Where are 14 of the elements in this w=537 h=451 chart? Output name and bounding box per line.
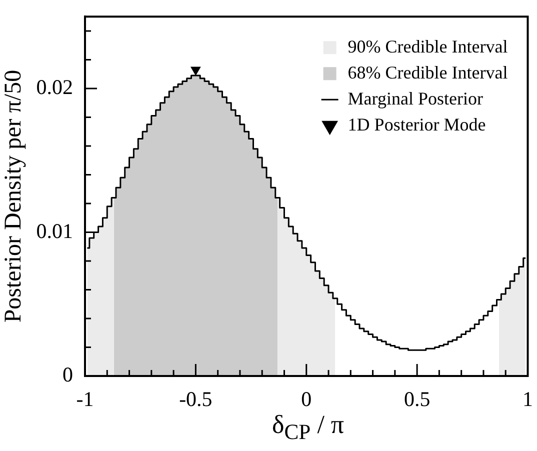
legend-label: 1D Posterior Mode — [348, 114, 486, 134]
x-axis-title: δ$_{CP}$ / π — [270, 410, 346, 446]
x-tick-label: 0 — [301, 387, 312, 412]
legend-label: 68% Credible Interval — [348, 62, 508, 82]
y-tick-label: 0.02 — [36, 74, 73, 99]
y-tick-label: 0.01 — [36, 218, 73, 243]
x-tick-label: 1 — [522, 387, 533, 412]
x-tick-label: -1 — [76, 387, 94, 412]
x-tick-label: -0.5 — [179, 387, 212, 412]
y-tick-label: 0 — [62, 362, 73, 387]
y-axis-title: Posterior Density per π/50 — [0, 70, 27, 323]
legend-label: Marginal Posterior — [348, 88, 483, 108]
legend-label: 90% Credible Interval — [348, 36, 508, 56]
x-tick-label: 0.5 — [404, 387, 430, 412]
